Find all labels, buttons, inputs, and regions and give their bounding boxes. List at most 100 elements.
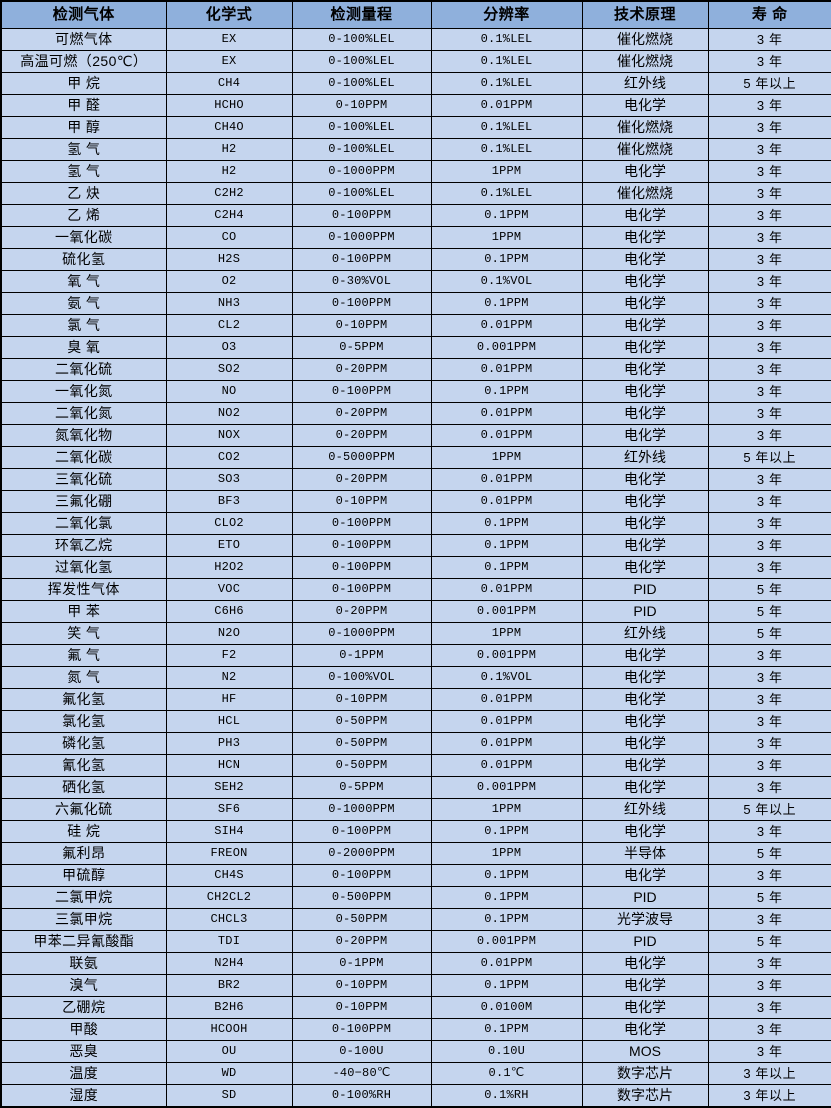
table-row: 三氯甲烷 CHCL3 0-50PPM 0.1PPM 光学波导 3 年 — [0, 908, 831, 931]
cell-technology: 光学波导 — [581, 908, 709, 931]
cell-technology: 数字芯片 — [581, 1062, 709, 1085]
table-row: 磷化氢 PH3 0-50PPM 0.01PPM 电化学 3 年 — [0, 732, 831, 755]
cell-chemical-formula: EX — [165, 50, 293, 73]
cell-lifespan: 3 年 — [707, 160, 831, 183]
cell-chemical-formula: BF3 — [165, 490, 293, 513]
cell-detection-range: 0-100PPM — [291, 248, 432, 271]
cell-detection-range: 0-1PPM — [291, 952, 432, 975]
cell-detection-range: 0-100%LEL — [291, 50, 432, 73]
cell-technology: 电化学 — [581, 424, 709, 447]
table-row: 二氧化氮 NO2 0-20PPM 0.01PPM 电化学 3 年 — [0, 402, 831, 425]
cell-gas-name: 氮氧化物 — [0, 424, 167, 447]
cell-resolution: 0.01PPM — [430, 358, 583, 381]
table-row: 乙 炔 C2H2 0-100%LEL 0.1%LEL 催化燃烧 3 年 — [0, 182, 831, 205]
cell-technology: 电化学 — [581, 512, 709, 535]
cell-chemical-formula: CO — [165, 226, 293, 249]
cell-detection-range: 0-100PPM — [291, 512, 432, 535]
cell-resolution: 0.1PPM — [430, 204, 583, 227]
cell-technology: 电化学 — [581, 644, 709, 667]
cell-technology: 红外线 — [581, 622, 709, 645]
table-row: 三氟化硼 BF3 0-10PPM 0.01PPM 电化学 3 年 — [0, 490, 831, 513]
cell-technology: 电化学 — [581, 270, 709, 293]
column-header-formula: 化学式 — [165, 1, 293, 29]
table-row: 氯 气 CL2 0-10PPM 0.01PPM 电化学 3 年 — [0, 314, 831, 337]
cell-gas-name: 氰化氢 — [0, 754, 167, 777]
cell-chemical-formula: SEH2 — [165, 776, 293, 799]
cell-resolution: 0.01PPM — [430, 688, 583, 711]
cell-resolution: 0.1%VOL — [430, 666, 583, 689]
cell-resolution: 0.1PPM — [430, 556, 583, 579]
cell-technology: 电化学 — [581, 468, 709, 491]
cell-gas-name: 二氧化氯 — [0, 512, 167, 535]
cell-gas-name: 恶臭 — [0, 1040, 167, 1063]
cell-chemical-formula: OU — [165, 1040, 293, 1063]
cell-detection-range: 0-100%LEL — [291, 116, 432, 139]
cell-detection-range: 0-1000PPM — [291, 622, 432, 645]
table-row: 甲硫醇 CH4S 0-100PPM 0.1PPM 电化学 3 年 — [0, 864, 831, 887]
cell-resolution: 0.001PPM — [430, 644, 583, 667]
cell-resolution: 0.1PPM — [430, 248, 583, 271]
cell-gas-name: 一氧化碳 — [0, 226, 167, 249]
table-row: 乙 烯 C2H4 0-100PPM 0.1PPM 电化学 3 年 — [0, 204, 831, 227]
cell-resolution: 0.1%LEL — [430, 50, 583, 73]
cell-detection-range: 0-20PPM — [291, 600, 432, 623]
cell-gas-name: 笑 气 — [0, 622, 167, 645]
cell-technology: 电化学 — [581, 974, 709, 997]
cell-technology: 电化学 — [581, 94, 709, 117]
cell-lifespan: 3 年 — [707, 490, 831, 513]
cell-resolution: 0.1PPM — [430, 908, 583, 931]
cell-technology: 电化学 — [581, 248, 709, 271]
cell-detection-range: 0-100%LEL — [291, 138, 432, 161]
cell-detection-range: 0-1000PPM — [291, 226, 432, 249]
cell-gas-name: 联氨 — [0, 952, 167, 975]
table-row: 氮 气 N2 0-100%VOL 0.1%VOL 电化学 3 年 — [0, 666, 831, 689]
table-row: 氯化氢 HCL 0-50PPM 0.01PPM 电化学 3 年 — [0, 710, 831, 733]
table-row: 联氨 N2H4 0-1PPM 0.01PPM 电化学 3 年 — [0, 952, 831, 975]
cell-gas-name: 可燃气体 — [0, 28, 167, 51]
cell-resolution: 0.01PPM — [430, 490, 583, 513]
cell-detection-range: 0-100PPM — [291, 534, 432, 557]
cell-resolution: 0.01PPM — [430, 402, 583, 425]
cell-detection-range: 0-50PPM — [291, 710, 432, 733]
table-row: 氟 气 F2 0-1PPM 0.001PPM 电化学 3 年 — [0, 644, 831, 667]
cell-lifespan: 5 年 — [707, 930, 831, 953]
cell-resolution: 0.10U — [430, 1040, 583, 1063]
cell-chemical-formula: SF6 — [165, 798, 293, 821]
cell-resolution: 0.01PPM — [430, 468, 583, 491]
cell-lifespan: 3 年 — [707, 28, 831, 51]
cell-technology: 电化学 — [581, 358, 709, 381]
cell-technology: PID — [581, 578, 709, 601]
cell-chemical-formula: WD — [165, 1062, 293, 1085]
table-row: 臭 氧 O3 0-5PPM 0.001PPM 电化学 3 年 — [0, 336, 831, 359]
cell-detection-range: 0-100%LEL — [291, 28, 432, 51]
cell-resolution: 0.001PPM — [430, 776, 583, 799]
cell-chemical-formula: H2 — [165, 160, 293, 183]
cell-chemical-formula: HCOOH — [165, 1018, 293, 1041]
cell-lifespan: 3 年 — [707, 336, 831, 359]
column-header-lifespan: 寿 命 — [707, 1, 831, 29]
cell-detection-range: 0-100PPM — [291, 1018, 432, 1041]
cell-lifespan: 5 年以上 — [707, 72, 831, 95]
cell-chemical-formula: SO3 — [165, 468, 293, 491]
cell-gas-name: 氢 气 — [0, 138, 167, 161]
table-row: 挥发性气体 VOC 0-100PPM 0.01PPM PID 5 年 — [0, 578, 831, 601]
cell-chemical-formula: H2S — [165, 248, 293, 271]
cell-resolution: 0.01PPM — [430, 732, 583, 755]
table-row: 硒化氢 SEH2 0-5PPM 0.001PPM 电化学 3 年 — [0, 776, 831, 799]
table-row: 六氟化硫 SF6 0-1000PPM 1PPM 红外线 5 年以上 — [0, 798, 831, 821]
cell-lifespan: 3 年 — [707, 952, 831, 975]
table-row: 一氧化氮 NO 0-100PPM 0.1PPM 电化学 3 年 — [0, 380, 831, 403]
table-row: 二氯甲烷 CH2CL2 0-500PPM 0.1PPM PID 5 年 — [0, 886, 831, 909]
cell-resolution: 0.01PPM — [430, 94, 583, 117]
cell-technology: 数字芯片 — [581, 1084, 709, 1107]
cell-resolution: 0.01PPM — [430, 424, 583, 447]
cell-technology: 催化燃烧 — [581, 182, 709, 205]
cell-detection-range: 0-100PPM — [291, 204, 432, 227]
cell-detection-range: 0-5PPM — [291, 336, 432, 359]
cell-lifespan: 3 年 — [707, 710, 831, 733]
cell-chemical-formula: CH4O — [165, 116, 293, 139]
cell-lifespan: 5 年以上 — [707, 798, 831, 821]
cell-detection-range: 0-100%LEL — [291, 72, 432, 95]
cell-lifespan: 3 年 — [707, 1018, 831, 1041]
